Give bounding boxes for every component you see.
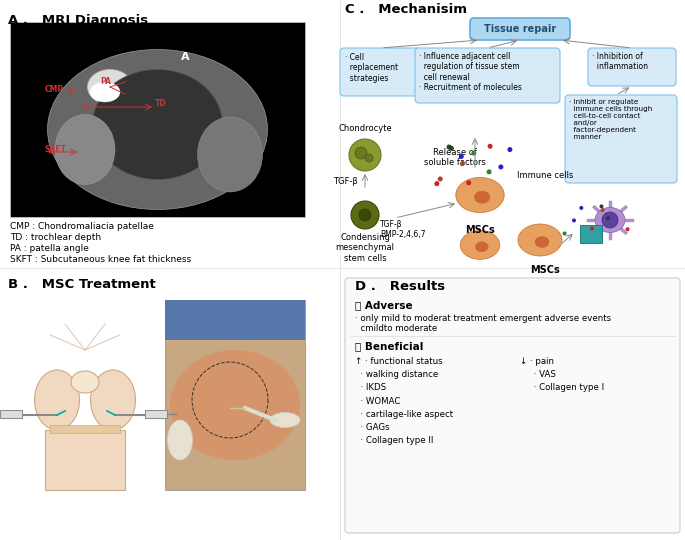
Ellipse shape [460, 231, 500, 259]
Ellipse shape [168, 420, 192, 460]
Text: · Cell
  replacement
  strategies: · Cell replacement strategies [345, 53, 398, 83]
Ellipse shape [456, 178, 504, 213]
FancyBboxPatch shape [565, 95, 677, 183]
FancyBboxPatch shape [345, 278, 680, 533]
Bar [580, 225, 602, 243]
Text: MSCs: MSCs [530, 265, 560, 275]
Circle shape [351, 201, 379, 229]
Bar [165, 300, 305, 490]
Circle shape [359, 209, 371, 221]
Text: · Inhibition of
  inflammation: · Inhibition of inflammation [592, 52, 648, 71]
Text: A .   MRI Diagnosis: A . MRI Diagnosis [8, 14, 148, 27]
Ellipse shape [90, 370, 136, 430]
Circle shape [449, 146, 454, 151]
Ellipse shape [475, 191, 490, 203]
Text: D .   Results: D . Results [355, 280, 445, 293]
Circle shape [599, 205, 603, 208]
Circle shape [471, 151, 476, 156]
Bar [50, 425, 120, 433]
Circle shape [580, 206, 584, 210]
Text: MSCs: MSCs [465, 225, 495, 235]
Text: · Inhibit or regulate
  immune cells through
  cell-to-cell contact
  and/or
  f: · Inhibit or regulate immune cells throu… [569, 99, 652, 140]
Text: Ⓢ Adverse: Ⓢ Adverse [355, 300, 412, 310]
Circle shape [499, 165, 503, 170]
Bar [165, 300, 305, 340]
Text: C .   Mechanisim: C . Mechanisim [345, 3, 467, 16]
Circle shape [460, 161, 465, 166]
Text: TD : trochlear depth: TD : trochlear depth [10, 233, 101, 242]
Circle shape [459, 154, 464, 159]
Circle shape [602, 212, 618, 228]
Circle shape [447, 145, 451, 150]
Circle shape [365, 154, 373, 162]
Ellipse shape [595, 207, 625, 233]
Text: Immune cells: Immune cells [516, 171, 573, 180]
Text: · only mild to moderat treatment emergent adverse events
  cmildto moderate: · only mild to moderat treatment emergen… [355, 314, 611, 333]
Ellipse shape [197, 117, 262, 192]
Ellipse shape [90, 82, 120, 102]
FancyBboxPatch shape [340, 48, 422, 96]
Circle shape [466, 180, 471, 185]
Text: · Influence adjacent cell
  regulation of tissue stem
  cell renewal
· Recruitme: · Influence adjacent cell regulation of … [419, 52, 522, 92]
Ellipse shape [47, 50, 268, 210]
Text: SKFT : Subcutaneous knee fat thickness: SKFT : Subcutaneous knee fat thickness [10, 255, 191, 264]
Ellipse shape [55, 114, 115, 185]
FancyBboxPatch shape [470, 18, 570, 40]
Circle shape [601, 208, 605, 212]
Ellipse shape [34, 370, 79, 430]
Text: PA : patella angle: PA : patella angle [10, 244, 89, 253]
Circle shape [508, 147, 512, 152]
Ellipse shape [88, 70, 132, 105]
Ellipse shape [270, 413, 300, 428]
Text: A: A [181, 52, 189, 62]
Text: TGF-β
BMP-2,4,6,7: TGF-β BMP-2,4,6,7 [380, 220, 425, 239]
Text: PA: PA [100, 78, 111, 86]
Circle shape [349, 139, 381, 171]
FancyBboxPatch shape [588, 48, 676, 86]
Ellipse shape [92, 70, 223, 179]
Bar [45, 430, 125, 490]
Text: TGF-β: TGF-β [333, 177, 358, 186]
Circle shape [606, 216, 610, 220]
Text: Condensing
mesenchymal
stem cells: Condensing mesenchymal stem cells [336, 233, 395, 263]
Bar [10, 22, 305, 217]
Text: B .   MSC Treatment: B . MSC Treatment [8, 278, 155, 291]
Text: CMP: CMP [45, 85, 64, 94]
Text: Chondrocyte: Chondrocyte [338, 124, 392, 133]
Ellipse shape [71, 371, 99, 393]
Circle shape [434, 181, 439, 186]
Text: SKFT: SKFT [45, 145, 67, 154]
Circle shape [625, 227, 630, 231]
Bar [0, 410, 22, 418]
Text: ↓ · pain
     · VAS
     · Collagen type I: ↓ · pain · VAS · Collagen type I [520, 357, 604, 393]
Text: CMP : Chondromaliacia patellae: CMP : Chondromaliacia patellae [10, 222, 154, 231]
Bar [145, 410, 167, 418]
Circle shape [488, 144, 493, 149]
Ellipse shape [518, 224, 562, 256]
Text: Ⓢ Beneficial: Ⓢ Beneficial [355, 341, 423, 351]
Text: Tissue repair: Tissue repair [484, 24, 556, 34]
Text: TD: TD [155, 99, 166, 109]
Circle shape [486, 170, 492, 174]
Ellipse shape [535, 237, 549, 247]
Circle shape [562, 232, 566, 235]
Circle shape [572, 218, 576, 222]
Circle shape [590, 227, 594, 231]
FancyBboxPatch shape [415, 48, 560, 103]
Ellipse shape [170, 350, 300, 460]
Ellipse shape [475, 242, 488, 252]
Text: ↑ · functional status
  · walking distance
  · IKDS
  · WOMAC
  · cartilage-like: ↑ · functional status · walking distance… [355, 357, 453, 445]
Circle shape [355, 147, 367, 159]
Text: Release of
soluble factors: Release of soluble factors [424, 147, 486, 167]
Circle shape [438, 177, 443, 181]
